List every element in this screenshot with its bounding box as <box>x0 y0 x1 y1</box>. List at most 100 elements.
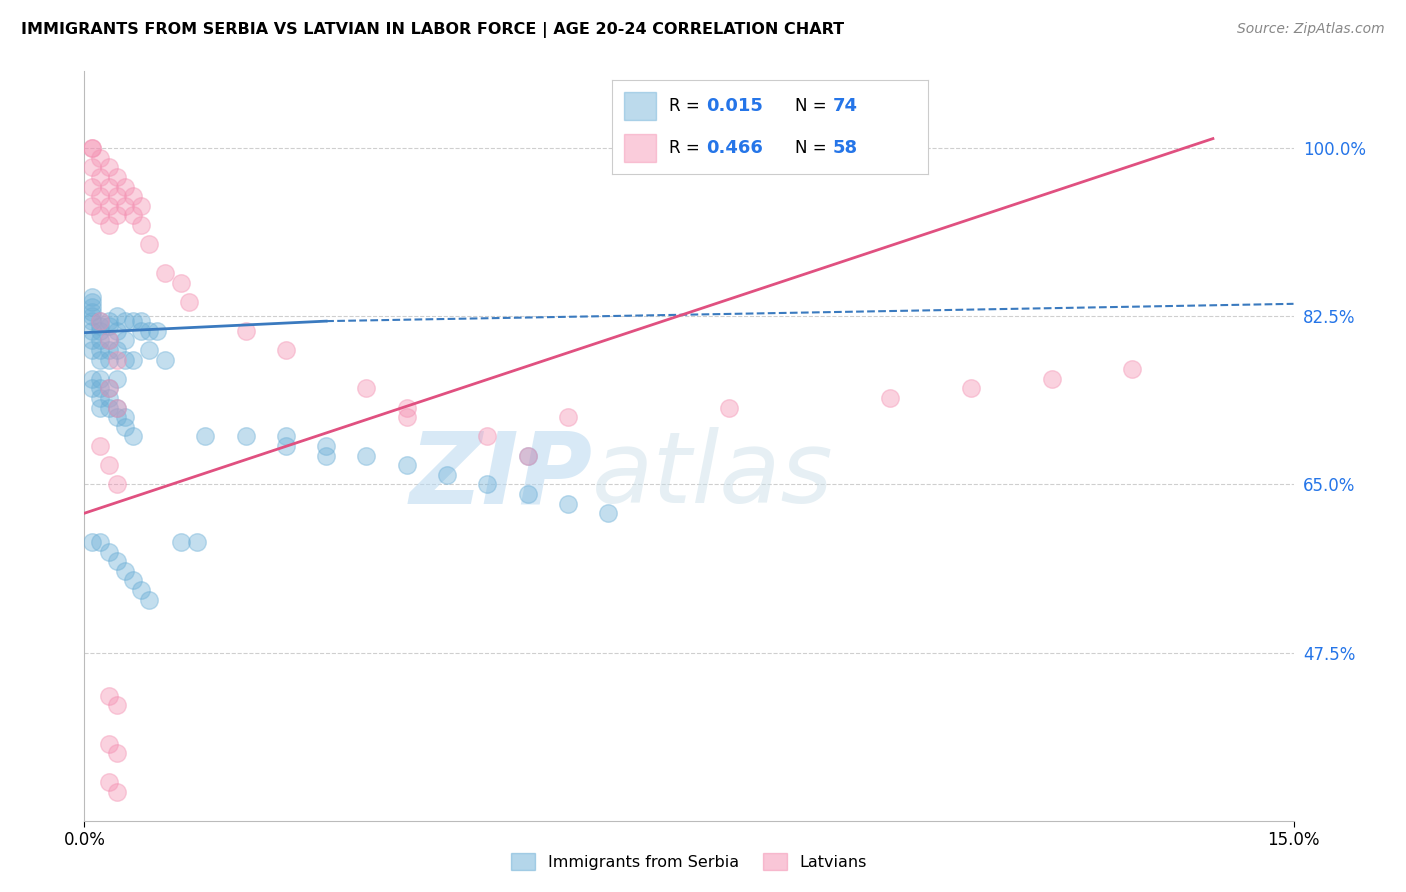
Point <box>516 487 538 501</box>
Point <box>129 583 152 598</box>
Point <box>89 391 111 405</box>
Point <box>129 199 152 213</box>
Point <box>89 151 111 165</box>
Point <box>960 381 983 395</box>
Text: R =: R = <box>669 139 704 157</box>
Point <box>557 497 579 511</box>
Point <box>557 410 579 425</box>
Point <box>82 300 104 314</box>
Point <box>82 304 104 318</box>
Point <box>114 314 136 328</box>
Point <box>395 458 418 473</box>
Bar <box>624 92 655 120</box>
Point <box>89 324 111 338</box>
Point <box>89 169 111 184</box>
Point <box>274 343 297 357</box>
Point <box>97 381 120 395</box>
Point <box>114 199 136 213</box>
Text: Source: ZipAtlas.com: Source: ZipAtlas.com <box>1237 22 1385 37</box>
Point <box>395 410 418 425</box>
Point <box>97 314 120 328</box>
Point <box>105 310 128 324</box>
Point <box>105 785 128 799</box>
Point <box>879 391 901 405</box>
Text: N =: N = <box>796 139 832 157</box>
Point <box>105 352 128 367</box>
Bar <box>624 134 655 161</box>
Text: 0.466: 0.466 <box>707 139 763 157</box>
Point <box>105 698 128 713</box>
Point <box>105 554 128 568</box>
Point <box>97 343 120 357</box>
Point <box>97 179 120 194</box>
Point <box>121 574 143 588</box>
Point <box>138 237 160 252</box>
Point <box>82 294 104 309</box>
Point <box>105 169 128 184</box>
Point <box>89 314 111 328</box>
Point <box>1040 372 1063 386</box>
Point <box>97 458 120 473</box>
Point <box>114 564 136 578</box>
Point <box>89 372 111 386</box>
Point <box>395 401 418 415</box>
Point <box>274 429 297 443</box>
Text: 0.015: 0.015 <box>707 96 763 114</box>
Point <box>114 334 136 348</box>
Text: 74: 74 <box>832 96 858 114</box>
Point <box>89 381 111 395</box>
Point <box>97 218 120 232</box>
Point <box>82 290 104 304</box>
Point <box>114 352 136 367</box>
Point <box>170 535 193 549</box>
Point <box>97 199 120 213</box>
Point <box>129 324 152 338</box>
Point <box>170 276 193 290</box>
Point <box>97 775 120 789</box>
Text: N =: N = <box>796 96 832 114</box>
Point <box>82 372 104 386</box>
Point <box>97 161 120 175</box>
Legend: Immigrants from Serbia, Latvians: Immigrants from Serbia, Latvians <box>505 847 873 876</box>
Point <box>82 324 104 338</box>
Point <box>82 179 104 194</box>
Point <box>97 352 120 367</box>
Point <box>186 535 208 549</box>
Text: ZIP: ZIP <box>409 427 592 524</box>
Point <box>153 352 176 367</box>
Point <box>129 314 152 328</box>
Point <box>82 535 104 549</box>
Point <box>235 429 257 443</box>
Point <box>89 318 111 333</box>
Point <box>105 343 128 357</box>
Point <box>97 737 120 751</box>
Point <box>146 324 169 338</box>
Point <box>598 506 620 520</box>
Point <box>89 209 111 223</box>
Point <box>477 477 499 491</box>
Point <box>97 401 120 415</box>
Point <box>114 419 136 434</box>
Point <box>356 449 378 463</box>
Point <box>105 401 128 415</box>
Point <box>315 449 337 463</box>
Point <box>82 381 104 395</box>
Point <box>82 161 104 175</box>
Point <box>89 343 111 357</box>
Point <box>121 189 143 203</box>
Point <box>105 189 128 203</box>
Point <box>718 401 741 415</box>
Text: IMMIGRANTS FROM SERBIA VS LATVIAN IN LABOR FORCE | AGE 20-24 CORRELATION CHART: IMMIGRANTS FROM SERBIA VS LATVIAN IN LAB… <box>21 22 844 38</box>
Point <box>121 352 143 367</box>
Point <box>89 535 111 549</box>
Point <box>516 449 538 463</box>
Point <box>114 410 136 425</box>
Text: R =: R = <box>669 96 704 114</box>
Point <box>105 410 128 425</box>
Point <box>82 141 104 155</box>
Point <box>89 334 111 348</box>
Point <box>194 429 217 443</box>
Point <box>89 314 111 328</box>
Point <box>82 334 104 348</box>
Point <box>97 318 120 333</box>
